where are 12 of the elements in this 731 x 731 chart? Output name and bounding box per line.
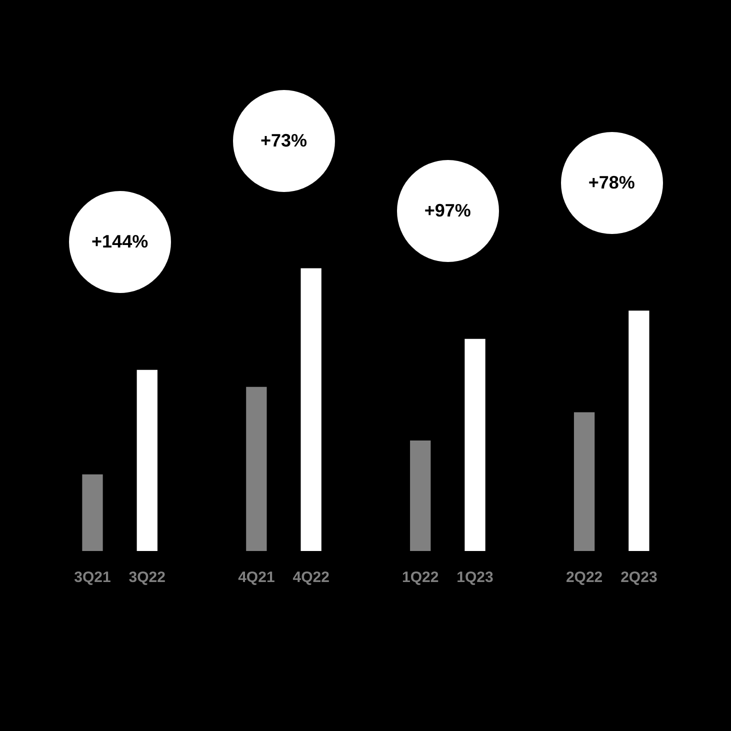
x-tick-label: 1Q23: [456, 569, 494, 586]
text: +73%: [260, 130, 308, 152]
text: +78%: [588, 172, 635, 194]
text: +97%: [424, 200, 471, 222]
x-tick-label: 4Q21: [238, 569, 275, 586]
text: +144%: [92, 232, 148, 253]
x-tick-label: 4Q22: [292, 569, 330, 586]
x-tick-label: 3Q22: [128, 569, 166, 586]
x-tick-label: 2Q22: [566, 569, 603, 586]
x-tick-label: 3Q21: [74, 569, 111, 586]
x-tick-label: 1Q22: [402, 569, 439, 586]
x-tick-label: 2Q23: [620, 569, 658, 586]
